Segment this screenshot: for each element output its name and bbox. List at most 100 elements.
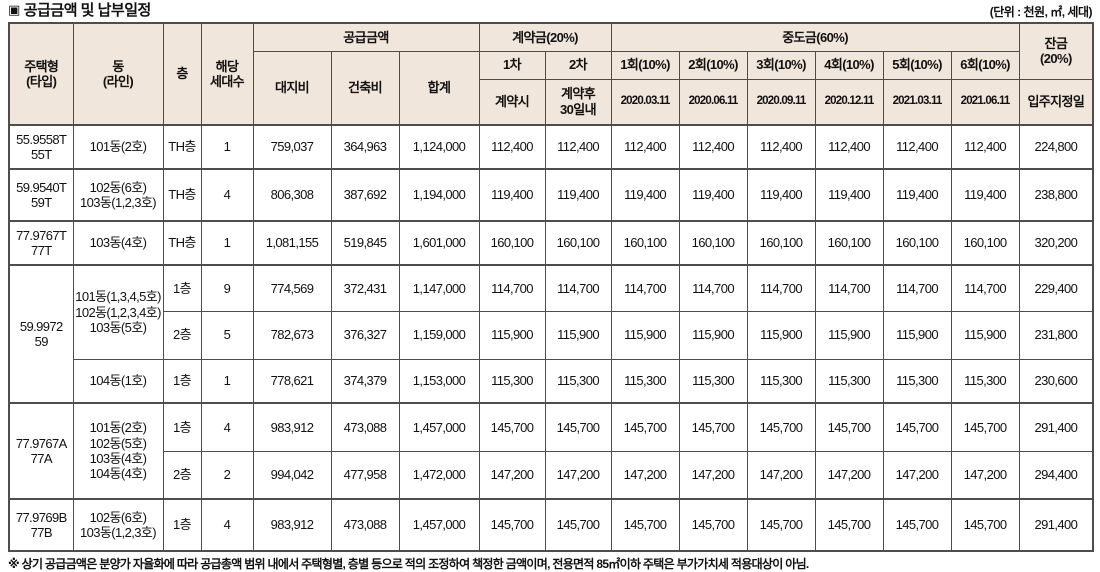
floor-cell: 1층 <box>162 402 202 452</box>
balance-cell: 294,400 <box>1018 450 1094 500</box>
balance-cell: 291,400 <box>1018 402 1094 452</box>
interim2-cell: 112,400 <box>678 124 748 170</box>
land-cost-cell: 774,569 <box>252 264 332 312</box>
interim4-cell: 145,700 <box>814 498 884 552</box>
table-row: 55.9558T 55T 101동(2호) TH층 1 759,037 364,… <box>8 124 1094 170</box>
interim3-cell: 114,700 <box>746 264 816 312</box>
interim5-cell: 145,700 <box>882 498 952 552</box>
floor-cell: TH층 <box>162 124 202 170</box>
type-cell: 77.9769B 77B <box>8 498 74 552</box>
build-cost-cell: 473,088 <box>330 498 400 552</box>
col-header-units: 해당 세대수 <box>200 22 254 126</box>
table-row: 104동(1호) 1층 1 778,621 374,379 1,153,000 … <box>9 358 1094 404</box>
interim2-cell: 160,100 <box>678 220 748 266</box>
land-cost-cell: 983,912 <box>252 498 332 552</box>
table-row: 77.9767A 77A 101동(2호) 102동(5호) 103동(4호) … <box>8 402 1094 500</box>
contract2-cell: 115,300 <box>544 358 612 404</box>
col-header-contract: 계약금(20%) <box>478 22 612 52</box>
contract1-cell: 145,700 <box>478 402 546 452</box>
land-cost-cell: 806,308 <box>252 168 332 222</box>
page-title: ▣ 공급금액 및 납부일정 <box>8 0 151 20</box>
interim3-cell: 115,900 <box>746 310 816 360</box>
units-cell: 5 <box>200 310 254 360</box>
col-header-interim: 중도금(60%) <box>610 22 1020 52</box>
balance-cell: 231,800 <box>1018 310 1094 360</box>
interim3-cell: 160,100 <box>746 220 816 266</box>
col-header-land: 대지비 <box>252 50 332 126</box>
contract2-cell: 160,100 <box>544 220 612 266</box>
type-cell: 59.9540T 59T <box>8 168 74 222</box>
contract1-cell: 119,400 <box>478 168 546 222</box>
contract2-cell: 145,700 <box>544 498 612 552</box>
interim2-cell: 115,300 <box>678 358 748 404</box>
interim2-cell: 145,700 <box>678 498 748 552</box>
total-cell: 1,124,000 <box>398 124 480 170</box>
interim4-cell: 119,400 <box>814 168 884 222</box>
interim2-cell: 114,700 <box>678 264 748 312</box>
interim3-cell: 147,200 <box>746 450 816 500</box>
units-cell: 4 <box>200 498 254 552</box>
total-cell: 1,159,000 <box>398 310 480 360</box>
contract2-cell: 147,200 <box>544 450 612 500</box>
floor-cell: TH층 <box>162 168 202 222</box>
interim4-cell: 145,700 <box>814 402 884 452</box>
interim3-cell: 145,700 <box>746 498 816 552</box>
total-cell: 1,194,000 <box>398 168 480 222</box>
land-cost-cell: 994,042 <box>252 450 332 500</box>
total-cell: 1,457,000 <box>398 402 480 452</box>
interim1-cell: 114,700 <box>610 264 680 312</box>
units-cell: 2 <box>200 450 254 500</box>
interim2-cell: 119,400 <box>678 168 748 222</box>
table-row: 77.9769B 77B 102동(6호) 103동(1,2,3호) 1층 4 … <box>8 498 1094 552</box>
interim6-cell: 114,700 <box>950 264 1020 312</box>
build-cost-cell: 473,088 <box>330 402 400 452</box>
balance-cell: 230,600 <box>1018 358 1094 404</box>
build-cost-cell: 374,379 <box>330 358 400 404</box>
build-cost-cell: 376,327 <box>330 310 400 360</box>
interim4-cell: 115,300 <box>814 358 884 404</box>
interim6-cell: 119,400 <box>950 168 1020 222</box>
build-cost-cell: 372,431 <box>330 264 400 312</box>
balance-cell: 229,400 <box>1018 264 1094 312</box>
type-cell: 55.9558T 55T <box>8 124 74 170</box>
build-cost-cell: 364,963 <box>330 124 400 170</box>
contract1-cell: 112,400 <box>478 124 546 170</box>
build-cost-cell: 519,845 <box>330 220 400 266</box>
interim1-cell: 115,900 <box>610 310 680 360</box>
table-body: 55.9558T 55T 101동(2호) TH층 1 759,037 364,… <box>8 124 1094 552</box>
interim4-cell: 114,700 <box>814 264 884 312</box>
interim1-cell: 119,400 <box>610 168 680 222</box>
table-row: 2층 5 782,673 376,327 1,159,000 115,900 1… <box>9 310 1094 360</box>
col-header-dong: 동 (라인) <box>72 22 164 126</box>
interim1-cell: 147,200 <box>610 450 680 500</box>
interim3-cell: 112,400 <box>746 124 816 170</box>
col-header-interim-date-6: 2021.06.11 <box>950 78 1020 126</box>
interim4-cell: 112,400 <box>814 124 884 170</box>
floor-cell: TH층 <box>162 220 202 266</box>
col-header-contract-1: 1차 <box>478 50 546 80</box>
col-header-total: 합계 <box>398 50 480 126</box>
land-cost-cell: 782,673 <box>252 310 332 360</box>
interim4-cell: 160,100 <box>814 220 884 266</box>
col-header-interim-4: 4회(10%) <box>814 50 884 80</box>
contract1-cell: 115,900 <box>478 310 546 360</box>
contract1-cell: 145,700 <box>478 498 546 552</box>
col-header-interim-date-3: 2020.09.11 <box>746 78 816 126</box>
balance-cell: 224,800 <box>1018 124 1094 170</box>
interim6-cell: 115,300 <box>950 358 1020 404</box>
col-header-interim-date-4: 2020.12.11 <box>814 78 884 126</box>
interim1-cell: 115,300 <box>610 358 680 404</box>
units-cell: 1 <box>200 220 254 266</box>
units-cell: 4 <box>200 168 254 222</box>
col-header-interim-date-2: 2020.06.11 <box>678 78 748 126</box>
interim6-cell: 115,900 <box>950 310 1020 360</box>
col-header-supply: 공급금액 <box>252 22 480 52</box>
type-cell: 77.9767A 77A <box>8 402 74 500</box>
interim5-cell: 147,200 <box>882 450 952 500</box>
col-header-balance-when: 입주지정일 <box>1018 78 1094 126</box>
col-header-contract-1-when: 계약시 <box>478 78 546 126</box>
col-header-floor: 층 <box>162 22 202 126</box>
contract2-cell: 119,400 <box>544 168 612 222</box>
floor-cell: 1층 <box>162 498 202 552</box>
interim5-cell: 119,400 <box>882 168 952 222</box>
